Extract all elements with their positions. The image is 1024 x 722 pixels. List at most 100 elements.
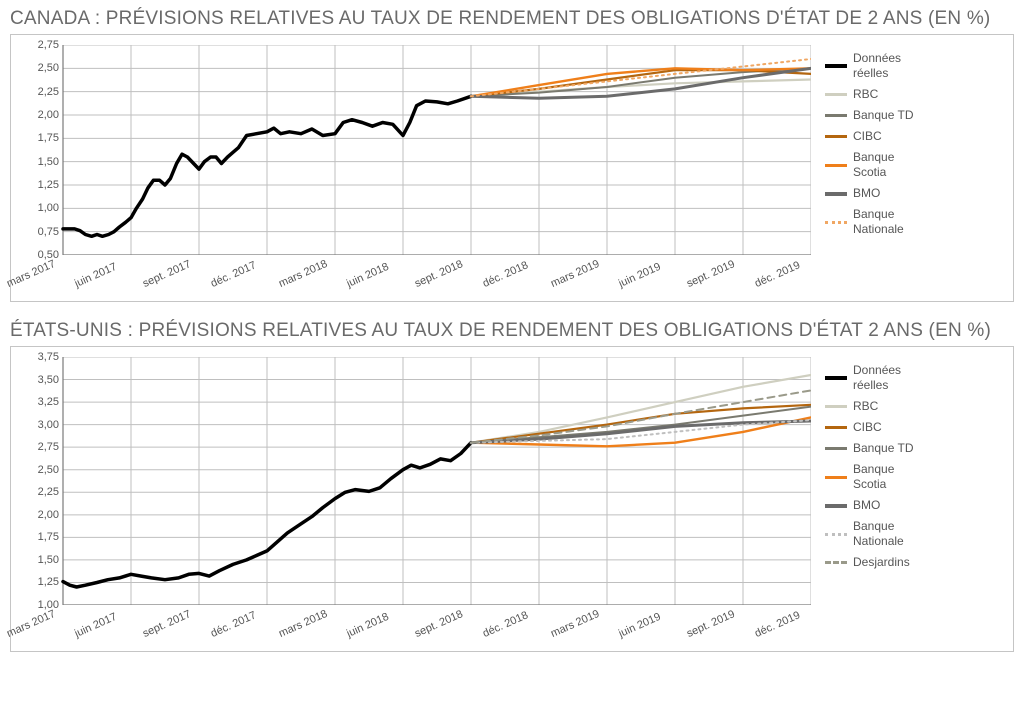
x-tick-label: juin 2018: [345, 611, 391, 640]
x-tick-label: juin 2017: [73, 611, 119, 640]
y-tick-label: 2,75: [25, 441, 59, 453]
legend-swatch: [825, 114, 847, 117]
plot-svg: [21, 45, 811, 255]
x-labels: mars 2017juin 2017sept. 2017déc. 2017mar…: [21, 607, 811, 647]
legend-item: Desjardins: [825, 555, 945, 570]
legend-item: Banque TD: [825, 108, 945, 123]
legend-us: Donnéesréelles RBC CIBC Banque TD BanqueScot…: [811, 357, 945, 576]
legend-label: Donnéesréelles: [853, 51, 901, 81]
x-tick-label: déc. 2017: [209, 259, 258, 290]
legend-label: BMO: [853, 498, 880, 513]
y-tick-label: 3,00: [25, 419, 59, 431]
x-tick-label: sept. 2019: [685, 258, 737, 290]
legend-swatch: [825, 164, 847, 167]
x-tick-label: déc. 2018: [481, 259, 530, 290]
legend-item: Donnéesréelles: [825, 363, 945, 393]
x-tick-label: sept. 2017: [141, 608, 193, 640]
legend-item: RBC: [825, 399, 945, 414]
legend-item: Banque TD: [825, 441, 945, 456]
y-tick-label: 2,25: [25, 486, 59, 498]
legend-swatch: [825, 64, 847, 68]
legend-item: BMO: [825, 498, 945, 513]
x-tick-label: déc. 2017: [209, 609, 258, 640]
x-tick-label: sept. 2018: [413, 608, 465, 640]
legend-swatch: [825, 426, 847, 429]
legend-swatch: [825, 405, 847, 408]
page: CANADA : PRÉVISIONS RELATIVES AU TAUX DE…: [0, 0, 1024, 722]
legend-label: RBC: [853, 399, 878, 414]
x-tick-label: mars 2019: [549, 608, 601, 640]
legend-label: BanqueNationale: [853, 519, 904, 549]
legend-label: BMO: [853, 186, 880, 201]
y-tick-label: 1,75: [25, 531, 59, 543]
legend-item: CIBC: [825, 129, 945, 144]
legend-item: BanqueNationale: [825, 519, 945, 549]
y-tick-label: 2,50: [25, 464, 59, 476]
legend-swatch: [825, 533, 847, 536]
x-tick-label: juin 2019: [617, 261, 663, 290]
legend-item: BanqueScotia: [825, 462, 945, 492]
y-tick-label: 1,50: [25, 156, 59, 168]
y-tick-label: 2,50: [25, 62, 59, 74]
chart-us: ÉTATS-UNIS : PRÉVISIONS RELATIVES AU TAU…: [10, 320, 1014, 652]
legend-item: BanqueNationale: [825, 207, 945, 237]
legend-swatch: [825, 376, 847, 380]
y-tick-label: 1,75: [25, 132, 59, 144]
plot-svg: [21, 357, 811, 605]
x-tick-label: juin 2019: [617, 611, 663, 640]
chart-frame-canada: 0,500,751,001,251,501,752,002,252,502,75…: [10, 34, 1014, 302]
legend-label: BanqueScotia: [853, 462, 894, 492]
legend-item: RBC: [825, 87, 945, 102]
y-tick-label: 0,75: [25, 226, 59, 238]
x-labels: mars 2017juin 2017sept. 2017déc. 2017mar…: [21, 257, 811, 297]
plot-canada: 0,500,751,001,251,501,752,002,252,502,75…: [21, 45, 811, 297]
legend-swatch: [825, 561, 847, 564]
legend-swatch: [825, 135, 847, 138]
legend-swatch: [825, 504, 847, 508]
legend-label: Banque TD: [853, 441, 914, 456]
x-tick-label: mars 2018: [277, 608, 329, 640]
legend-swatch: [825, 192, 847, 196]
legend-label: Desjardins: [853, 555, 910, 570]
legend-label: CIBC: [853, 129, 882, 144]
y-tick-label: 2,25: [25, 86, 59, 98]
chart-title-us: ÉTATS-UNIS : PRÉVISIONS RELATIVES AU TAU…: [10, 320, 1014, 342]
x-tick-label: sept. 2017: [141, 258, 193, 290]
y-tick-label: 3,75: [25, 351, 59, 363]
y-tick-label: 2,00: [25, 109, 59, 121]
chart-canada: CANADA : PRÉVISIONS RELATIVES AU TAUX DE…: [10, 8, 1014, 302]
x-tick-label: déc. 2019: [753, 609, 802, 640]
y-tick-label: 3,50: [25, 374, 59, 386]
x-tick-label: juin 2018: [345, 261, 391, 290]
x-tick-label: juin 2017: [73, 261, 119, 290]
x-tick-label: déc. 2018: [481, 609, 530, 640]
chart-title-canada: CANADA : PRÉVISIONS RELATIVES AU TAUX DE…: [10, 8, 1014, 30]
x-tick-label: sept. 2018: [413, 258, 465, 290]
legend-swatch: [825, 447, 847, 450]
legend-swatch: [825, 476, 847, 479]
y-tick-label: 3,25: [25, 396, 59, 408]
legend-label: Donnéesréelles: [853, 363, 901, 393]
legend-item: BanqueScotia: [825, 150, 945, 180]
legend-swatch: [825, 93, 847, 96]
legend-item: BMO: [825, 186, 945, 201]
legend-label: CIBC: [853, 420, 882, 435]
y-tick-label: 2,75: [25, 39, 59, 51]
legend-swatch: [825, 221, 847, 224]
legend-canada: Donnéesréelles RBC Banque TD CIBC BanqueScot…: [811, 45, 945, 243]
y-tick-label: 1,00: [25, 202, 59, 214]
legend-label: RBC: [853, 87, 878, 102]
legend-label: BanqueNationale: [853, 207, 904, 237]
legend-item: Donnéesréelles: [825, 51, 945, 81]
series-line: [471, 375, 811, 443]
x-tick-label: sept. 2019: [685, 608, 737, 640]
legend-label: BanqueScotia: [853, 150, 894, 180]
x-tick-label: mars 2017: [5, 258, 57, 290]
y-tick-label: 1,25: [25, 576, 59, 588]
plot-us: 1,001,251,501,752,002,252,502,753,003,25…: [21, 357, 811, 647]
y-tick-label: 1,50: [25, 554, 59, 566]
x-tick-label: déc. 2019: [753, 259, 802, 290]
y-tick-label: 2,00: [25, 509, 59, 521]
x-tick-label: mars 2019: [549, 258, 601, 290]
chart-frame-us: 1,001,251,501,752,002,252,502,753,003,25…: [10, 346, 1014, 652]
